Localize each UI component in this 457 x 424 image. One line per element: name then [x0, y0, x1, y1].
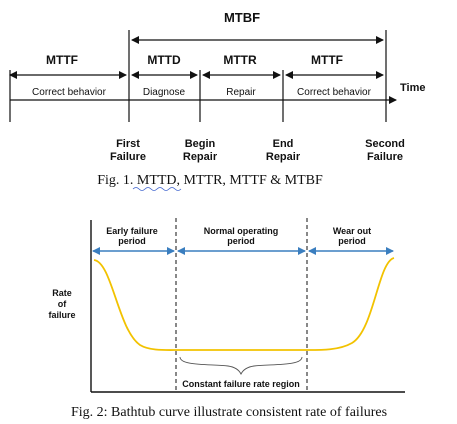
- mttd-label: MTTD: [147, 53, 181, 67]
- bathtub-curve: [93, 257, 395, 351]
- mtbf-label: MTBF: [224, 10, 260, 25]
- figure2: Early failure period Normal operating pe…: [48, 218, 405, 420]
- constant-region-brace: [179, 356, 303, 376]
- region-wearout-line1: Wear out: [333, 226, 371, 236]
- ylabel-line2: of: [58, 299, 67, 309]
- region-wearout-line2: period: [338, 236, 366, 246]
- figure1-caption: Fig. 1. MTTD, MTTR, MTTF & MTBF: [97, 173, 323, 188]
- ylabel-line1: Rate: [52, 288, 72, 298]
- segment-correct-behavior-2: Correct behavior: [297, 87, 372, 98]
- event-first-line1: First: [116, 138, 140, 150]
- mttf-right-label: MTTF: [311, 53, 343, 67]
- mttf-left-label: MTTF: [46, 53, 78, 67]
- figure2-caption: Fig. 2: Bathtub curve illustrate consist…: [71, 405, 387, 420]
- caption-underline: [132, 187, 182, 191]
- event-begin-line1: Begin: [185, 138, 216, 150]
- region-normal-line2: period: [227, 236, 255, 246]
- segment-repair: Repair: [226, 87, 256, 98]
- event-begin-line2: Repair: [183, 151, 218, 163]
- region-early-line2: period: [118, 236, 146, 246]
- event-first-line2: Failure: [110, 151, 146, 163]
- time-label: Time: [400, 82, 425, 94]
- event-second-line1: Second: [365, 138, 405, 150]
- event-end-line1: End: [273, 138, 294, 150]
- ylabel-line3: failure: [48, 310, 75, 320]
- event-end-line2: Repair: [266, 151, 301, 163]
- figure1: MTBF MTTF MTTD MTTR MTTF Time Correct be…: [9, 10, 425, 191]
- event-second-line2: Failure: [367, 151, 403, 163]
- segment-correct-behavior-1: Correct behavior: [32, 87, 107, 98]
- region-early-line1: Early failure: [106, 226, 158, 236]
- region-normal-line1: Normal operating: [204, 226, 279, 236]
- segment-diagnose: Diagnose: [143, 87, 186, 98]
- constant-region-label: Constant failure rate region: [182, 379, 300, 389]
- mttr-label: MTTR: [223, 53, 257, 67]
